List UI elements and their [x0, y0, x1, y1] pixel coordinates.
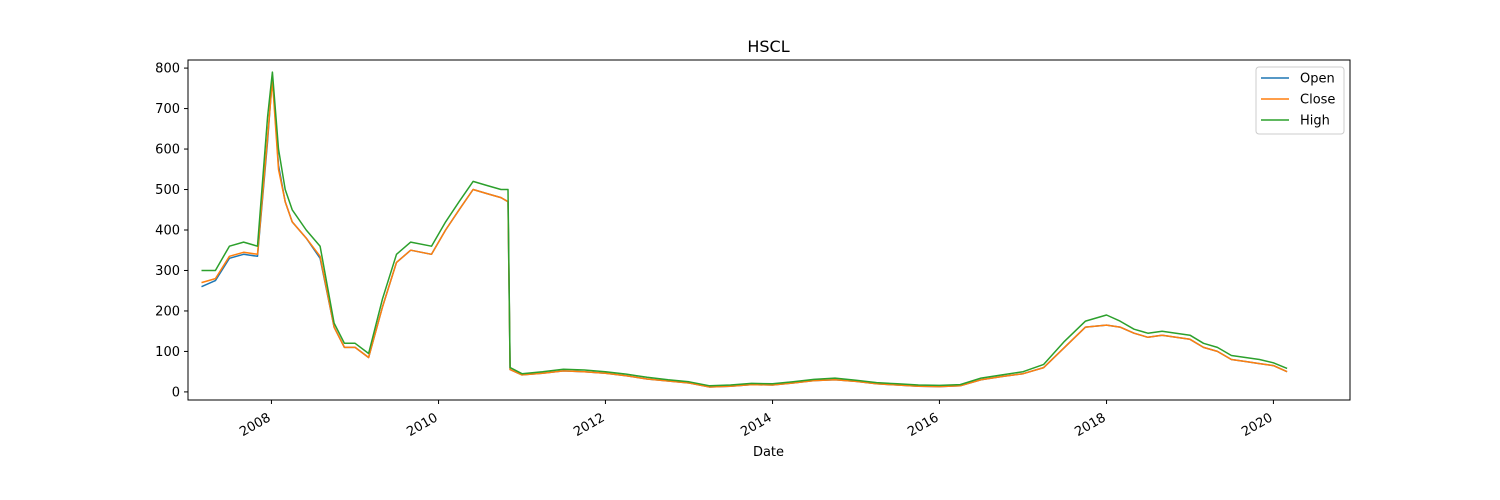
series-line-open	[201, 75, 1288, 388]
y-tick-label: 700	[155, 102, 180, 117]
x-tick-label: 2016	[905, 410, 941, 440]
series-line-high	[201, 71, 1288, 387]
x-tick-label: 2008	[237, 410, 273, 440]
legend-label-close: Close	[1300, 93, 1335, 108]
legend-frame	[1255, 66, 1345, 135]
y-tick-label: 500	[155, 183, 180, 198]
y-tick-label: 100	[155, 345, 180, 360]
x-tick-label: 2018	[1072, 410, 1108, 440]
legend-label-open: Open	[1300, 72, 1335, 87]
chart-title: HSCL	[747, 37, 789, 56]
legend-label-high: High	[1300, 114, 1330, 129]
y-tick-label: 200	[155, 304, 180, 319]
y-tick-label: 400	[155, 224, 180, 239]
x-tick-label: 2010	[404, 410, 440, 440]
series-line-close	[201, 79, 1288, 388]
legend: Open Close High	[1255, 66, 1345, 135]
y-tick-label: 0	[172, 385, 180, 400]
x-axis: 2008 2010 2012 2014 2016 2018 2020	[237, 400, 1275, 440]
y-tick-label: 600	[155, 143, 180, 158]
y-tick-label: 800	[155, 62, 180, 77]
x-tick-label: 2014	[738, 410, 774, 440]
y-tick-label: 300	[155, 264, 180, 279]
x-tick-label: 2020	[1239, 410, 1275, 440]
y-axis: 0 100 200 300 400 500 600 700 800	[155, 62, 188, 400]
plot-area	[201, 71, 1288, 388]
x-axis-label: Date	[753, 445, 784, 460]
x-tick-label: 2012	[571, 410, 607, 440]
